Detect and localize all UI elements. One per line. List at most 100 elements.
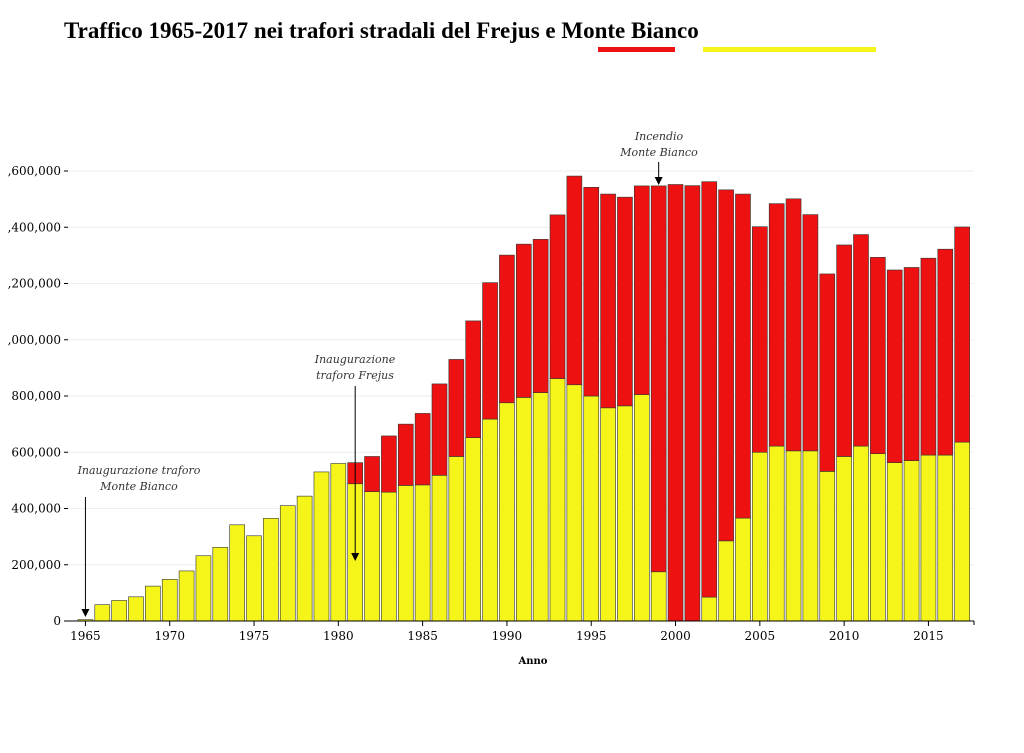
- bar-frejus-2010: [836, 244, 852, 457]
- bar-frejus-2001: [684, 185, 701, 622]
- bar-monte-bianco-1979: [313, 471, 330, 622]
- axes: 0 200,000 400,000 600,000 800,000 ,000,000 ,20…: [8, 164, 975, 667]
- annotation-text: Incendio: [634, 130, 684, 143]
- annotations: Inaugurazione traforo Monte Bianco Inaugur…: [77, 130, 698, 617]
- bar-frejus-1983: [381, 435, 397, 493]
- bar-monte-bianco-1991: [515, 397, 532, 622]
- bar-monte-bianco-2003: [718, 540, 734, 622]
- bar-frejus-2005: [752, 226, 768, 453]
- bar-monte-bianco-1999: [650, 571, 667, 622]
- bar-monte-bianco-1978: [296, 495, 313, 622]
- bar-monte-bianco-2011: [853, 445, 869, 622]
- bar-frejus-1993: [549, 214, 566, 379]
- bar-monte-bianco-2008: [802, 450, 819, 622]
- bar-frejus-1999: [650, 185, 667, 573]
- bar-frejus-2011: [853, 234, 869, 447]
- x-tick-label: 1975: [239, 629, 270, 643]
- x-tick-label: 1985: [407, 629, 438, 643]
- x-tick-label: 1995: [576, 629, 607, 643]
- y-tick-label: ,400,000: [8, 220, 61, 234]
- bar-monte-bianco-1994: [566, 384, 583, 622]
- bar-monte-bianco-1997: [617, 405, 633, 622]
- bar-monte-bianco-1993: [549, 378, 566, 622]
- bar-monte-bianco-2013: [886, 462, 903, 622]
- bar-monte-bianco-1968: [128, 596, 144, 622]
- bar-monte-bianco-2017: [954, 441, 970, 622]
- bar-monte-bianco-1977: [279, 505, 296, 622]
- bar-monte-bianco-2005: [752, 451, 768, 622]
- annotation-arrow-head: [654, 177, 663, 185]
- bar-frejus-2007: [785, 198, 802, 452]
- bar-monte-bianco-2010: [836, 456, 852, 622]
- bar-monte-bianco-1975: [246, 535, 262, 622]
- y-tick-label: ,000,000: [8, 333, 61, 347]
- bar-monte-bianco-1995: [583, 395, 600, 622]
- x-tick-label: 2005: [745, 629, 776, 643]
- bar-monte-bianco-1992: [532, 392, 549, 622]
- bar-monte-bianco-1983: [381, 491, 397, 622]
- annotation-text: traforo Frejus: [316, 369, 394, 382]
- bar-monte-bianco-2006: [768, 445, 785, 622]
- bar-monte-bianco-1988: [465, 437, 482, 622]
- bar-monte-bianco-1974: [229, 524, 245, 622]
- bar-monte-bianco-1985: [414, 484, 431, 622]
- bar-frejus-1982: [364, 456, 380, 492]
- bar-monte-bianco-2009: [819, 471, 836, 622]
- y-tick-label: ,200,000: [8, 277, 61, 291]
- bar-frejus-1984: [397, 423, 414, 486]
- bar-monte-bianco-2007: [785, 450, 802, 622]
- bar-monte-bianco-1970: [161, 579, 178, 622]
- x-tick-label: 1980: [323, 629, 354, 643]
- y-tick-label: ,600,000: [8, 164, 61, 178]
- bar-monte-bianco-2015: [920, 454, 937, 622]
- x-axis-title: Anno: [518, 656, 548, 667]
- y-tick-label: 400,000: [11, 502, 61, 516]
- bar-monte-bianco-1986: [431, 475, 448, 622]
- y-tick-label: 200,000: [11, 558, 61, 572]
- bar-monte-bianco-2002: [701, 596, 718, 622]
- bar-frejus-1994: [566, 175, 583, 386]
- bars: [77, 175, 970, 622]
- bar-monte-bianco-1987: [448, 456, 465, 622]
- x-tick-label: 2015: [913, 629, 944, 643]
- bar-monte-bianco-1980: [330, 463, 347, 622]
- bar-frejus-1986: [431, 383, 448, 476]
- annotation-text: Inaugurazione traforo: [77, 464, 201, 477]
- bar-monte-bianco-1982: [364, 491, 380, 622]
- bar-monte-bianco-2014: [903, 460, 920, 622]
- bar-frejus-1989: [482, 282, 498, 420]
- bar-frejus-1998: [634, 185, 650, 395]
- bar-monte-bianco-1984: [397, 485, 414, 622]
- bar-monte-bianco-1976: [263, 518, 279, 622]
- annotation-text: Monte Bianco: [619, 146, 698, 159]
- annotation-text: Inaugurazione: [314, 353, 396, 366]
- bar-frejus-2002: [701, 181, 718, 598]
- bar-frejus-1997: [617, 196, 633, 407]
- bar-frejus-1991: [515, 243, 532, 398]
- x-tick-label: 1970: [154, 629, 185, 643]
- chart-title: Traffico 1965-2017 nei trafori stradali …: [64, 18, 699, 43]
- bar-monte-bianco-1971: [178, 570, 195, 622]
- bar-monte-bianco-2004: [735, 517, 751, 622]
- bar-monte-bianco-1967: [111, 600, 127, 622]
- bar-frejus-1996: [600, 193, 616, 409]
- bar-frejus-2004: [735, 193, 751, 519]
- y-tick-label: 800,000: [11, 389, 61, 403]
- bar-frejus-1990: [499, 254, 515, 404]
- x-tick-label: 1965: [70, 629, 101, 643]
- bar-monte-bianco-2016: [937, 454, 954, 622]
- bar-frejus-2006: [768, 203, 785, 447]
- y-tick-label: 0: [53, 614, 61, 628]
- bar-frejus-1987: [448, 359, 465, 457]
- bar-frejus-2008: [802, 214, 819, 452]
- annotation-text: Monte Bianco: [99, 480, 178, 493]
- x-tick-label: 1990: [492, 629, 523, 643]
- x-tick-label: 2000: [660, 629, 691, 643]
- bar-frejus-2014: [903, 267, 920, 461]
- bar-frejus-1995: [583, 187, 600, 397]
- bar-frejus-2013: [886, 269, 903, 463]
- bar-monte-bianco-1969: [145, 585, 161, 622]
- bar-monte-bianco-1972: [195, 555, 212, 622]
- bar-monte-bianco-1996: [600, 407, 616, 622]
